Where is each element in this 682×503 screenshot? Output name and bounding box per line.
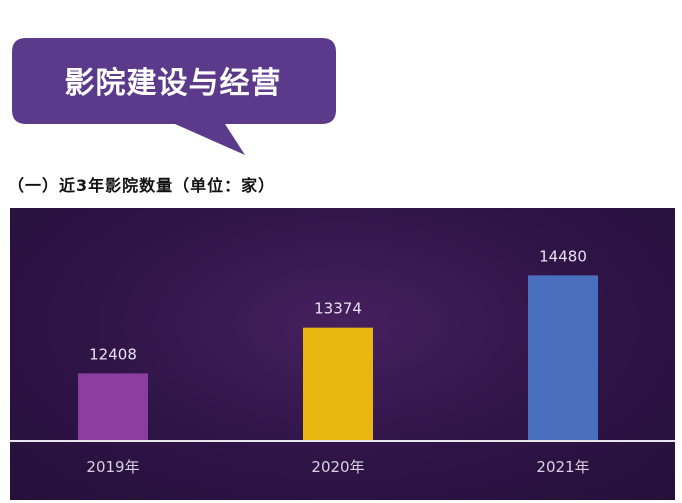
bar-value-label-2: 14480	[539, 247, 587, 265]
bar-chart: 12408 2019年 13374 2020年 14480 2021年	[10, 247, 675, 476]
bar-0	[78, 373, 148, 440]
bar-value-label-1: 13374	[314, 300, 362, 318]
category-label-1: 2020年	[311, 458, 364, 476]
banner: 影院建设与经营	[0, 0, 682, 165]
category-label-2: 2021年	[536, 458, 589, 476]
speech-bubble	[12, 38, 336, 155]
chart-subtitle: （一）近3年影院数量（单位：家）	[8, 176, 276, 195]
bar-1	[303, 327, 373, 440]
banner-title: 影院建设与经营	[64, 66, 282, 101]
bar-value-label-0: 12408	[89, 345, 137, 363]
category-label-0: 2019年	[86, 458, 139, 476]
bar-2	[528, 275, 598, 440]
chart-panel: 12408 2019年 13374 2020年 14480 2021年	[10, 208, 675, 500]
